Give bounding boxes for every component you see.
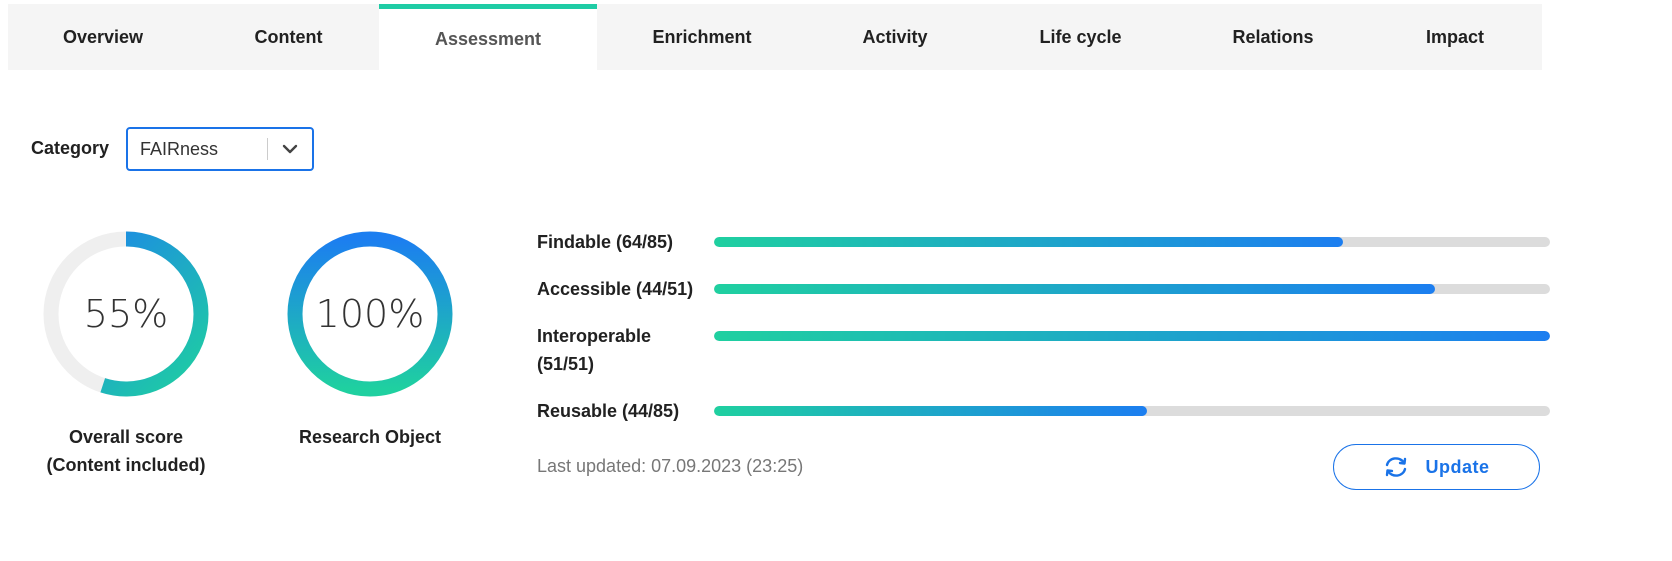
tab-relations[interactable]: Relations [1232,26,1314,47]
overall-score-caption-line1: Overall score [68,427,184,447]
overall-score-donut: 55% [43,231,209,397]
chevron-down-icon[interactable] [268,144,312,154]
research-object-donut: 100% [287,231,453,397]
tab-overview[interactable]: Overview [62,26,144,47]
select-separator [267,138,268,160]
research-object-caption: Research Object [270,423,470,451]
donut-progress [43,231,209,397]
findable-label: Findable (64/85) [537,232,674,252]
tab-content[interactable]: Content [254,26,323,47]
accessible-bar [714,284,1550,294]
research-object-value: 100% [315,292,425,336]
accessible-label: Accessible (44/51) [537,279,694,299]
tab-impact[interactable]: Impact [1425,26,1485,47]
overall-score-value: 55% [83,292,169,336]
overall-score-caption: Overall score (Content included) [26,423,226,479]
category-label: Category [31,138,110,158]
overall-score-caption-line2: (Content included) [46,455,206,475]
tab-bar: Overview Content Assessment Enrichment A… [8,4,1542,70]
interoperable-label: Interoperable (51/51) [537,326,652,374]
research-object-caption-line1: Research Object [298,427,442,447]
tab-life-cycle[interactable]: Life cycle [1039,26,1122,47]
update-button[interactable]: Update [1333,444,1540,490]
last-updated-text: Last updated: 07.09.2023 (23:25) [537,456,804,476]
category-select[interactable]: FAIRness [126,127,314,171]
refresh-icon [1386,457,1407,477]
category-select-value: FAIRness [140,138,219,159]
tab-assessment[interactable]: Assessment [379,4,597,70]
update-button-label: Update [1425,456,1490,477]
findable-bar [714,237,1550,247]
research-object-ring [287,231,453,397]
accessible-bar-fill [714,284,1436,294]
reusable-bar-fill [714,406,1147,416]
tab-enrichment[interactable]: Enrichment [652,26,752,47]
reusable-label: Reusable (44/85) [537,401,680,421]
donut-progress [287,231,453,397]
tab-activity[interactable]: Activity [862,26,928,47]
overall-score-ring [43,231,209,397]
reusable-bar [714,406,1550,416]
findable-bar-fill [714,237,1344,247]
interoperable-bar [714,331,1550,341]
interoperable-bar-fill [714,331,1550,341]
